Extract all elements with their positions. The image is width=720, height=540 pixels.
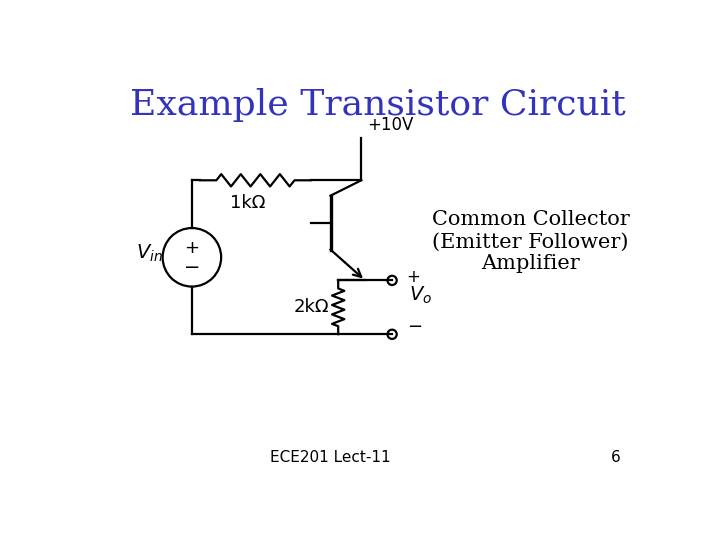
Text: 2kΩ: 2kΩ: [294, 298, 329, 316]
Text: +: +: [406, 267, 420, 286]
Text: Common Collector
(Emitter Follower)
Amplifier: Common Collector (Emitter Follower) Ampl…: [432, 211, 629, 273]
Text: −: −: [408, 318, 423, 335]
Text: Example Transistor Circuit: Example Transistor Circuit: [130, 88, 626, 122]
Text: ECE201 Lect-11: ECE201 Lect-11: [270, 450, 391, 465]
Text: 6: 6: [611, 450, 620, 465]
Text: +10V: +10V: [367, 116, 414, 134]
Text: 1kΩ: 1kΩ: [230, 194, 266, 212]
Text: +: +: [184, 239, 199, 257]
Text: $V_o$: $V_o$: [409, 285, 432, 307]
Text: −: −: [184, 258, 200, 277]
Text: $V_{in}$: $V_{in}$: [136, 243, 163, 264]
